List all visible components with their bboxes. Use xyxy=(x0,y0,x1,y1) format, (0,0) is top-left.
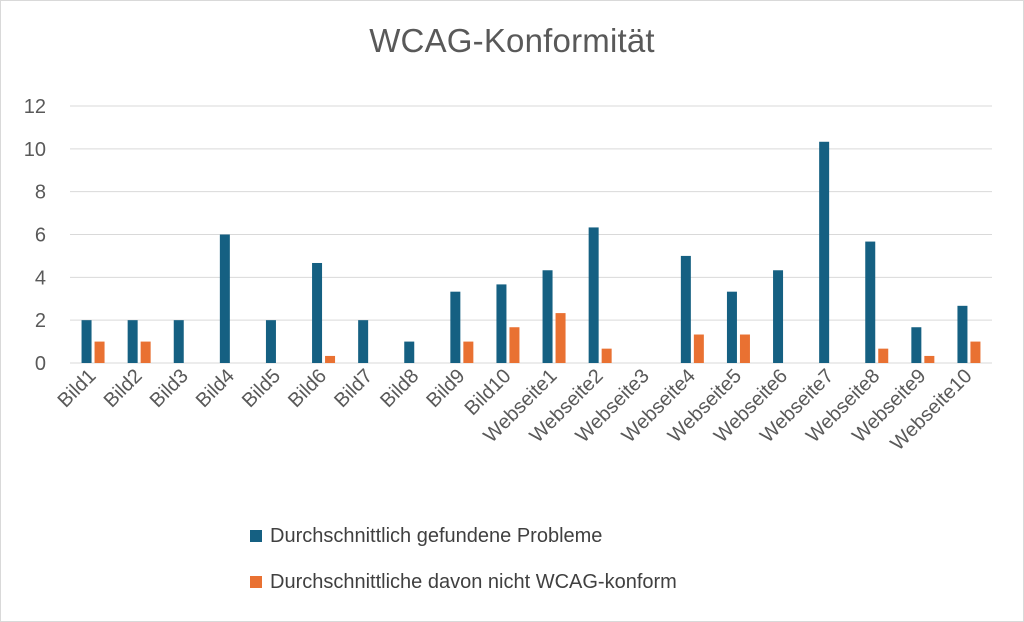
bar-Webseite4-series-2 xyxy=(693,334,704,363)
x-tick-label: Bild3 xyxy=(146,365,193,412)
bar-Bild10-series-2 xyxy=(509,327,520,363)
bar-Webseite8-series-2 xyxy=(878,348,889,363)
y-tick-label: 0 xyxy=(35,353,46,375)
bar-Webseite4-series-1 xyxy=(680,255,691,363)
y-tick-label: 8 xyxy=(35,182,46,204)
bar-Bild2-series-2 xyxy=(140,341,151,363)
legend: Durchschnittlich gefundene Probleme Durc… xyxy=(250,522,677,614)
bar-Webseite2-series-2 xyxy=(601,348,612,363)
y-tick-label: 6 xyxy=(35,225,46,247)
bar-Webseite9-series-1 xyxy=(911,327,922,363)
bar-Bild9-series-1 xyxy=(450,291,461,363)
x-tick-label: Bild7 xyxy=(330,365,377,412)
x-tick-label: Bild2 xyxy=(100,365,147,412)
bar-Bild1-series-2 xyxy=(94,341,105,363)
x-tick-label: Bild8 xyxy=(376,365,423,412)
bar-Bild7-series-1 xyxy=(358,320,369,363)
bar-Webseite5-series-2 xyxy=(739,334,750,363)
chart-title: WCAG-Konformität xyxy=(369,22,655,59)
bar-Webseite8-series-1 xyxy=(865,241,876,363)
bar-Webseite9-series-2 xyxy=(924,355,935,363)
legend-swatch-series-2 xyxy=(250,576,262,588)
bar-Webseite1-series-1 xyxy=(542,270,553,363)
bar-Bild6-series-1 xyxy=(312,262,323,363)
legend-item-series-2: Durchschnittliche davon nicht WCAG-konfo… xyxy=(250,568,677,596)
bar-Bild4-series-1 xyxy=(219,234,230,363)
legend-label-series-2: Durchschnittliche davon nicht WCAG-konfo… xyxy=(270,570,677,593)
x-tick-label: Bild5 xyxy=(238,365,285,412)
bar-Bild3-series-1 xyxy=(173,320,184,363)
legend-item-series-1: Durchschnittlich gefundene Probleme xyxy=(250,522,677,550)
y-tick-label: 10 xyxy=(24,139,46,161)
bar-Bild10-series-1 xyxy=(496,284,507,363)
y-tick-label: 2 xyxy=(35,310,46,332)
bar-Bild9-series-2 xyxy=(463,341,474,363)
bar-Webseite1-series-2 xyxy=(555,313,566,363)
bar-Bild8-series-1 xyxy=(404,341,415,363)
y-tick-label: 12 xyxy=(24,96,46,118)
bar-Bild1-series-1 xyxy=(81,320,92,363)
bar-Bild2-series-1 xyxy=(127,320,138,363)
legend-swatch-series-1 xyxy=(250,530,262,542)
bar-Bild6-series-2 xyxy=(325,355,336,363)
bar-Bild5-series-1 xyxy=(265,320,276,363)
bar-Webseite7-series-1 xyxy=(819,141,830,363)
x-tick-label: Bild6 xyxy=(284,365,331,412)
x-tick-label: Bild4 xyxy=(192,365,239,412)
bar-Webseite2-series-1 xyxy=(588,227,599,363)
bar-Webseite6-series-1 xyxy=(773,270,784,363)
bar-Webseite5-series-1 xyxy=(726,291,737,363)
x-tick-label: Bild1 xyxy=(54,365,101,412)
y-tick-label: 4 xyxy=(35,267,46,289)
bar-Webseite10-series-1 xyxy=(957,305,968,363)
bar-Webseite10-series-2 xyxy=(970,341,981,363)
legend-label-series-1: Durchschnittlich gefundene Probleme xyxy=(270,524,603,547)
